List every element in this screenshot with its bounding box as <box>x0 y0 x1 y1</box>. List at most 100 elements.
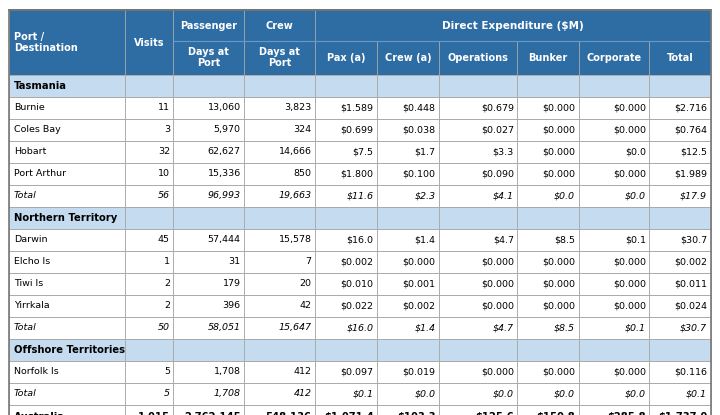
Bar <box>125 10 174 75</box>
Bar <box>377 295 439 317</box>
Text: 56: 56 <box>158 191 170 200</box>
Bar <box>518 41 579 75</box>
Bar <box>244 273 315 295</box>
Text: $1.989: $1.989 <box>674 169 707 178</box>
Bar <box>579 41 649 75</box>
Bar <box>174 229 244 251</box>
Text: 179: 179 <box>222 279 240 288</box>
Text: 11: 11 <box>158 103 170 112</box>
Bar <box>315 207 377 229</box>
Bar <box>244 97 315 119</box>
Bar <box>315 383 377 405</box>
Text: Pax (a): Pax (a) <box>327 53 366 63</box>
Bar <box>174 163 244 185</box>
Bar <box>439 361 518 383</box>
Bar <box>518 141 579 163</box>
Bar <box>174 361 244 383</box>
Text: $150.8: $150.8 <box>536 412 575 415</box>
Bar <box>377 119 439 141</box>
Bar <box>244 405 315 415</box>
Text: $0.0: $0.0 <box>492 389 514 398</box>
Bar <box>125 207 174 229</box>
Bar <box>244 119 315 141</box>
Text: $0.000: $0.000 <box>613 169 646 178</box>
Bar <box>579 383 649 405</box>
Text: Days at
Port: Days at Port <box>259 47 300 68</box>
Bar <box>244 207 315 229</box>
Bar <box>518 251 579 273</box>
Text: $30.7: $30.7 <box>680 235 707 244</box>
Bar <box>649 361 711 383</box>
Text: Crew (a): Crew (a) <box>384 53 431 63</box>
Bar <box>244 41 315 75</box>
Bar <box>439 273 518 295</box>
Bar <box>174 185 244 207</box>
Bar <box>579 273 649 295</box>
Text: $30.7: $30.7 <box>680 323 707 332</box>
Bar <box>125 339 174 361</box>
Bar <box>439 207 518 229</box>
Bar <box>315 185 377 207</box>
Text: $0.1: $0.1 <box>686 389 707 398</box>
Text: Northern Territory: Northern Territory <box>14 212 117 223</box>
Text: $0.000: $0.000 <box>542 257 575 266</box>
Text: $0.024: $0.024 <box>674 301 707 310</box>
Bar <box>518 405 579 415</box>
Text: $0.000: $0.000 <box>481 257 514 266</box>
Text: $1.589: $1.589 <box>341 103 374 112</box>
Bar <box>377 317 439 339</box>
Bar <box>649 41 711 75</box>
Bar <box>579 229 649 251</box>
Bar <box>244 163 315 185</box>
Bar <box>579 361 649 383</box>
Bar <box>174 207 244 229</box>
Bar <box>579 251 649 273</box>
Bar <box>649 185 711 207</box>
Text: $0.000: $0.000 <box>481 279 514 288</box>
Text: $2.3: $2.3 <box>415 191 436 200</box>
Bar <box>9 273 125 295</box>
Text: Offshore Territories: Offshore Territories <box>14 344 125 355</box>
Bar <box>174 295 244 317</box>
Bar <box>244 339 315 361</box>
Bar <box>244 75 315 97</box>
Bar <box>174 141 244 163</box>
Bar <box>174 383 244 405</box>
Text: $0.1: $0.1 <box>625 235 646 244</box>
Text: 3,823: 3,823 <box>284 103 312 112</box>
Bar <box>244 295 315 317</box>
Text: $16.0: $16.0 <box>346 323 374 332</box>
Bar <box>244 317 315 339</box>
Bar <box>125 119 174 141</box>
Text: Total: Total <box>14 191 37 200</box>
Text: 15,578: 15,578 <box>279 235 312 244</box>
Bar <box>377 141 439 163</box>
Bar <box>518 361 579 383</box>
Bar <box>9 10 125 75</box>
Bar <box>315 75 377 97</box>
Text: $0.0: $0.0 <box>554 191 575 200</box>
Bar <box>579 75 649 97</box>
Text: 5: 5 <box>164 367 170 376</box>
Text: $285.8: $285.8 <box>607 412 646 415</box>
Bar <box>9 317 125 339</box>
Bar <box>125 405 174 415</box>
Text: $0.000: $0.000 <box>542 103 575 112</box>
Bar <box>125 75 174 97</box>
Text: $0.000: $0.000 <box>542 147 575 156</box>
Bar <box>244 361 315 383</box>
Bar <box>244 383 315 405</box>
Text: $0.002: $0.002 <box>341 257 374 266</box>
Bar <box>9 361 125 383</box>
Text: Visits: Visits <box>134 37 164 48</box>
Bar <box>315 295 377 317</box>
Bar <box>579 207 649 229</box>
Text: $0.000: $0.000 <box>613 125 646 134</box>
Text: 57,444: 57,444 <box>208 235 240 244</box>
Bar <box>377 251 439 273</box>
Bar <box>315 41 377 75</box>
Bar <box>9 185 125 207</box>
Bar <box>439 383 518 405</box>
Bar <box>125 97 174 119</box>
Bar <box>377 339 439 361</box>
